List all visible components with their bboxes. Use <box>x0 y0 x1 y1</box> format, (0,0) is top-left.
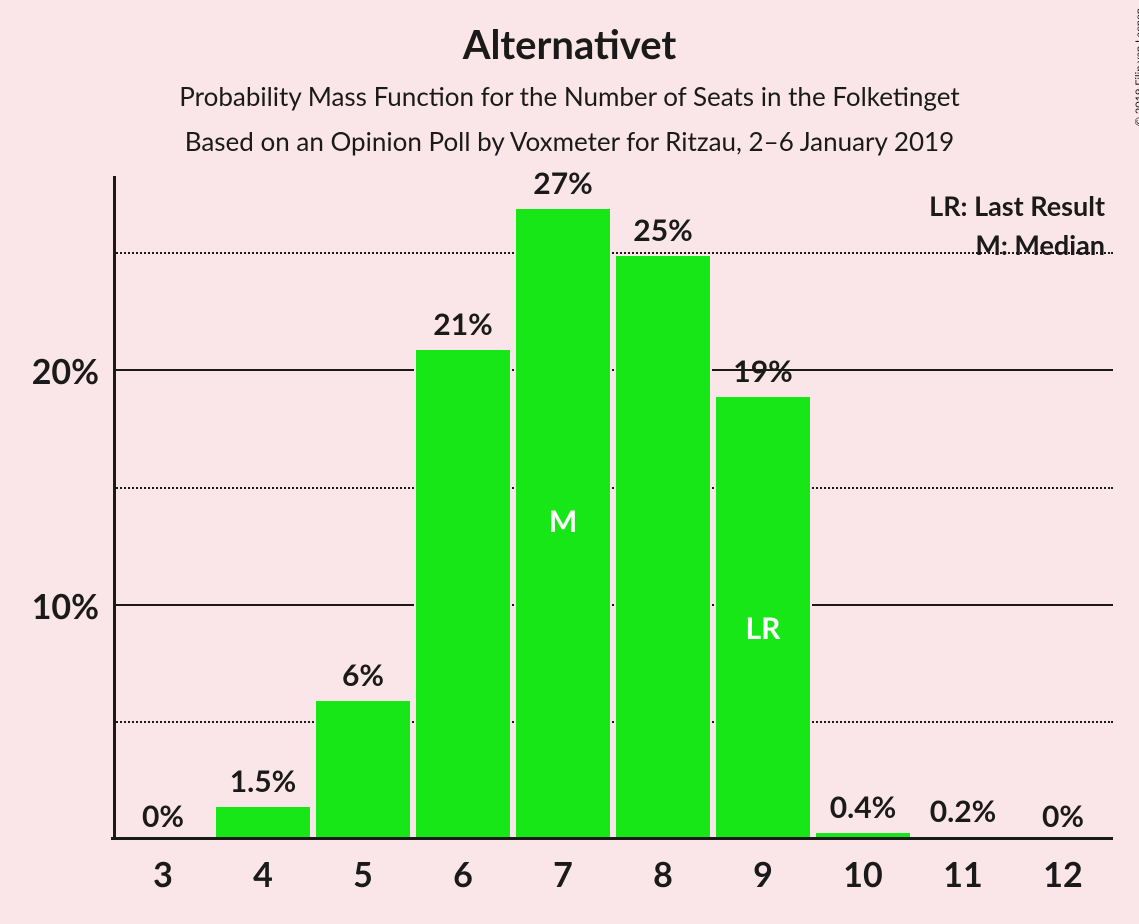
bar-annotation: LR <box>714 610 812 646</box>
chart-subtitle-1: Probability Mass Function for the Number… <box>0 80 1139 112</box>
grid-major <box>113 604 1113 606</box>
bar-value-label: 25% <box>614 212 712 248</box>
x-tick-label: 5 <box>313 854 413 895</box>
bar-value-label: 0% <box>114 798 212 834</box>
grid-minor <box>113 487 1113 489</box>
bar-fill <box>614 254 712 840</box>
bar-fill <box>314 699 412 840</box>
x-tick-label: 3 <box>113 854 213 895</box>
x-tick-label: 8 <box>613 854 713 895</box>
x-tick-label: 6 <box>413 854 513 895</box>
y-tick-label: 20% <box>0 351 99 392</box>
y-tick-label: 10% <box>0 586 99 627</box>
bar-value-label: 0.4% <box>814 789 912 825</box>
plot-area: 0%1.5%6%21%27%M25%19%LR0.4%0.2%0% LR: La… <box>113 184 1113 840</box>
x-axis-line <box>111 837 1113 840</box>
chart-container: Alternativet Probability Mass Function f… <box>0 0 1139 924</box>
grid-major <box>113 369 1113 371</box>
legend-line: LR: Last Result <box>929 186 1105 225</box>
bar: 6% <box>314 699 412 840</box>
grid-minor <box>113 721 1113 723</box>
copyright-text: © 2019 Filip van Laenen <box>1133 8 1139 126</box>
x-tick-label: 4 <box>213 854 313 895</box>
bar: 21% <box>414 348 512 840</box>
bar-fill <box>414 348 512 840</box>
y-axis-line <box>113 176 116 840</box>
bar-value-label: 19% <box>714 353 812 389</box>
x-tick-label: 11 <box>913 854 1013 895</box>
legend-line: M: Median <box>929 225 1105 264</box>
bar: 25% <box>614 254 712 840</box>
bar-value-label: 6% <box>314 657 412 693</box>
bar-value-label: 1.5% <box>214 763 312 799</box>
bar: 19%LR <box>714 395 812 840</box>
legend: LR: Last ResultM: Median <box>929 186 1105 264</box>
bar-value-label: 0.2% <box>914 793 1012 829</box>
x-tick-label: 9 <box>713 854 813 895</box>
bar-value-label: 0% <box>1014 798 1112 834</box>
bar-value-label: 21% <box>414 306 512 342</box>
chart-title: Alternativet <box>0 20 1139 68</box>
x-tick-label: 10 <box>813 854 913 895</box>
bar: 27%M <box>514 207 612 840</box>
bar-annotation: M <box>514 503 612 539</box>
x-tick-label: 12 <box>1013 854 1113 895</box>
bar: 1.5% <box>214 805 312 840</box>
chart-subtitle-2: Based on an Opinion Poll by Voxmeter for… <box>0 125 1139 157</box>
bar-value-label: 27% <box>514 165 612 201</box>
x-tick-label: 7 <box>513 854 613 895</box>
bar-fill <box>214 805 312 840</box>
